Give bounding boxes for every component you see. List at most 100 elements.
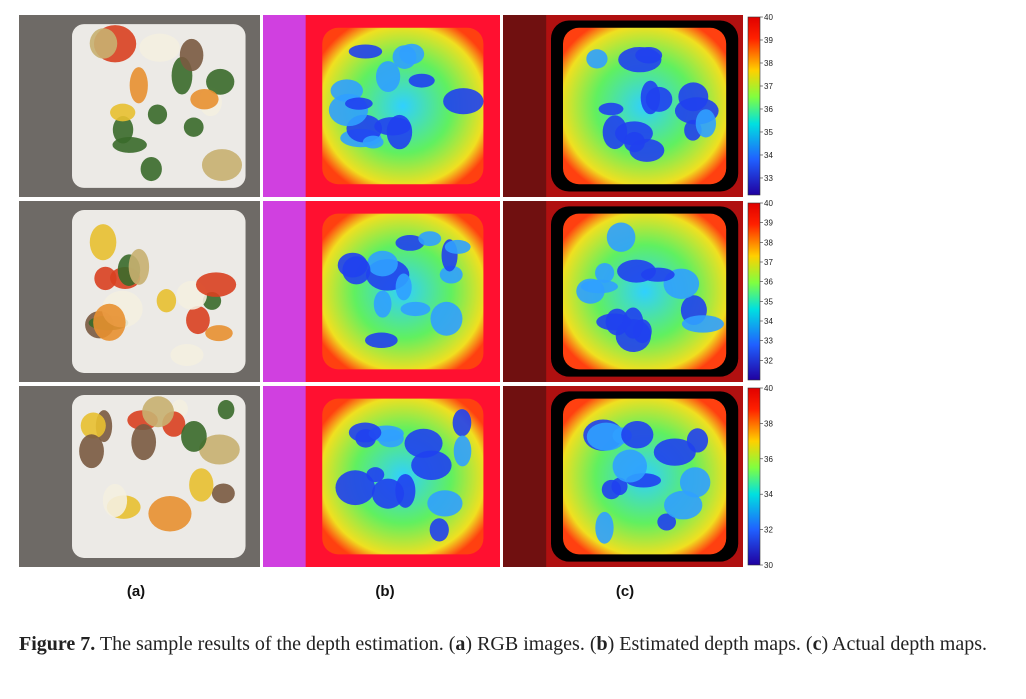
depth-blob bbox=[576, 278, 605, 304]
depth-blob bbox=[365, 332, 398, 348]
panel-labels: (a) (b) (c) bbox=[127, 583, 634, 600]
food bbox=[190, 89, 219, 110]
depth-blob bbox=[623, 131, 645, 153]
depth-blob bbox=[418, 231, 442, 247]
food bbox=[140, 157, 162, 182]
food bbox=[199, 434, 240, 465]
food bbox=[181, 420, 207, 452]
food bbox=[129, 67, 148, 104]
depth-blob bbox=[641, 267, 675, 282]
colorbar-tick-label: 39 bbox=[764, 36, 773, 45]
depth-blob bbox=[345, 97, 373, 110]
depth-strip bbox=[263, 15, 306, 197]
food bbox=[89, 28, 118, 59]
food bbox=[139, 33, 180, 62]
food bbox=[89, 224, 117, 261]
depth-blob bbox=[452, 409, 472, 437]
depth-blob bbox=[371, 478, 405, 509]
food bbox=[148, 496, 192, 532]
colorbar-tick-label: 36 bbox=[764, 105, 773, 114]
caption: Figure 7. The sample results of the dept… bbox=[19, 628, 1024, 661]
colorbar-tick-label: 35 bbox=[764, 128, 773, 137]
panel-label: (b) bbox=[375, 583, 394, 600]
depth-blob bbox=[611, 477, 628, 496]
colorbar bbox=[747, 387, 761, 566]
depth-blob bbox=[653, 438, 696, 466]
food bbox=[94, 266, 117, 291]
depth-blob bbox=[375, 61, 401, 93]
depth-strip bbox=[263, 201, 306, 382]
depth-blob bbox=[348, 422, 382, 443]
colorbar-tick-label: 40 bbox=[764, 13, 773, 22]
food bbox=[189, 468, 214, 502]
depth-blob bbox=[429, 518, 449, 542]
depth-blob bbox=[444, 239, 471, 254]
depth-blob bbox=[395, 273, 412, 301]
depth-blob bbox=[395, 235, 425, 251]
colorbar-tick-label: 32 bbox=[764, 526, 773, 535]
depth-blob bbox=[337, 252, 368, 278]
caption-text: ) RGB images. ( bbox=[465, 633, 597, 655]
food bbox=[79, 434, 104, 469]
colorbar-tick-label: 36 bbox=[764, 278, 773, 287]
depth-blob bbox=[586, 49, 608, 69]
colorbar-tick-label: 34 bbox=[764, 151, 773, 160]
depth-blob bbox=[612, 449, 647, 483]
food bbox=[110, 103, 136, 122]
colorbar-tick-label: 38 bbox=[764, 419, 773, 428]
food bbox=[211, 483, 235, 504]
caption-text: Figure 7. bbox=[19, 633, 96, 655]
food bbox=[179, 38, 204, 72]
food bbox=[195, 272, 237, 297]
colorbar-tick-label: 38 bbox=[764, 238, 773, 247]
colorbar bbox=[747, 202, 761, 381]
depth-blob bbox=[427, 490, 463, 517]
panel-label: (c) bbox=[616, 583, 634, 600]
depth-blob bbox=[400, 301, 431, 317]
depth-strip bbox=[503, 201, 547, 382]
depth-blob bbox=[602, 115, 628, 150]
food bbox=[183, 117, 204, 137]
food bbox=[186, 306, 210, 335]
colorbar-tick-label: 35 bbox=[764, 297, 773, 306]
colorbar-tick-label: 32 bbox=[764, 356, 773, 365]
food bbox=[170, 344, 204, 367]
depth-blob bbox=[362, 135, 384, 149]
caption-text: c bbox=[812, 633, 822, 655]
depth-blob bbox=[681, 315, 724, 333]
depth-blob bbox=[606, 222, 636, 252]
depth-blob bbox=[367, 250, 398, 277]
depth-blob bbox=[404, 428, 443, 458]
caption-text: b bbox=[596, 633, 608, 655]
colorbar-tick-label: 33 bbox=[764, 174, 773, 183]
depth-blob bbox=[373, 290, 392, 318]
food bbox=[131, 423, 157, 461]
colorbar-tick-label: 37 bbox=[764, 258, 773, 267]
depth-blob bbox=[598, 102, 624, 116]
food bbox=[102, 483, 128, 518]
depth-blob bbox=[664, 490, 703, 520]
depth-blob bbox=[443, 88, 484, 115]
colorbar-tick-label: 38 bbox=[764, 59, 773, 68]
colorbars: 40 39 38 37 36 35 34 33 40 39 38 37 36 35 34 33 32 40 38 36… bbox=[747, 13, 773, 570]
depth-blob bbox=[635, 47, 663, 64]
caption-text: The sample results of the depth estimati… bbox=[95, 633, 456, 655]
caption-text: a bbox=[455, 633, 466, 655]
colorbar-tick-label: 39 bbox=[764, 219, 773, 228]
food bbox=[217, 399, 235, 420]
depth-strip bbox=[503, 386, 547, 567]
colorbar-tick-label: 40 bbox=[764, 199, 773, 208]
depth-blob bbox=[640, 80, 661, 115]
food bbox=[93, 303, 126, 341]
depth-blob bbox=[439, 265, 463, 284]
food bbox=[156, 289, 177, 313]
depth-blob bbox=[679, 467, 711, 498]
depth-blob bbox=[392, 45, 417, 69]
depth-blob bbox=[366, 467, 385, 483]
depth-blob bbox=[595, 263, 615, 283]
depth-strip bbox=[263, 386, 306, 567]
panel-label: (a) bbox=[127, 583, 145, 600]
colorbar bbox=[747, 16, 761, 196]
depth-blob bbox=[408, 73, 435, 88]
